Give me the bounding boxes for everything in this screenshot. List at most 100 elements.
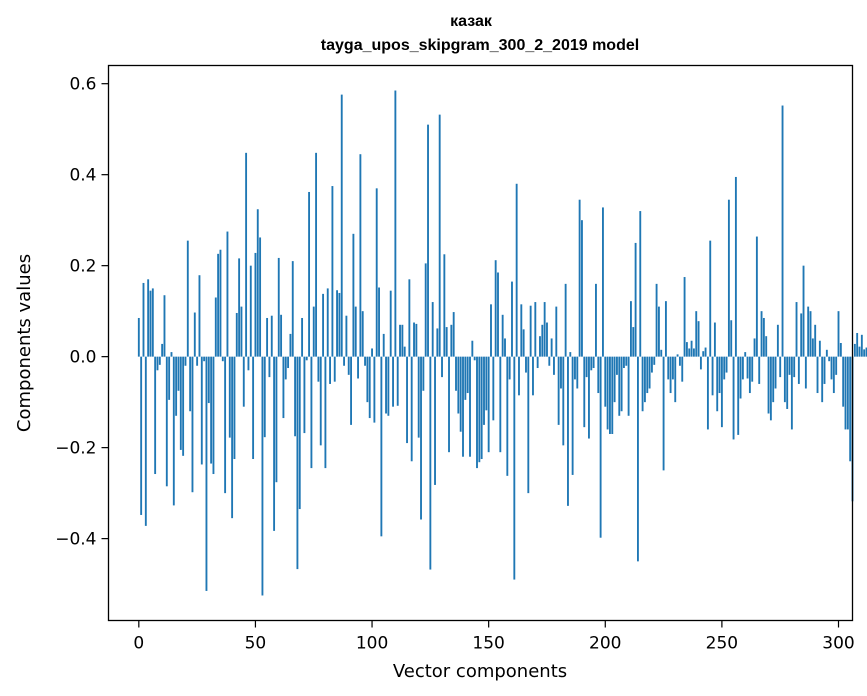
x-tick-label: 0 [133,634,144,654]
bar [315,152,318,357]
bar [144,356,147,526]
bar [417,356,420,438]
bar [790,356,793,430]
bar [268,356,271,378]
bar [774,356,777,389]
bar [727,199,730,357]
bar [147,279,150,357]
y-tick-label: 0.6 [69,75,96,95]
bar [562,356,565,446]
bar [476,356,478,469]
bar [511,281,513,357]
bar [671,356,674,380]
bar [576,356,579,389]
bar [667,356,670,380]
bar [231,356,234,519]
bar [797,356,800,384]
bar [741,356,744,380]
bar [282,356,285,419]
bar [620,356,623,412]
bar [210,356,213,464]
y-tick-label: −0.2 [55,439,96,459]
bar [541,324,544,357]
bar [235,312,238,357]
bar [212,356,215,475]
bar [485,356,488,411]
bar [259,237,262,357]
x-axis-ticks: 0 50 100 150 200 250 300 [133,620,855,654]
bar [422,356,425,391]
bar [713,322,716,357]
bar [564,283,567,357]
bar [865,347,867,357]
bar [755,236,758,357]
x-tick-label: 200 [589,634,621,654]
bar [618,356,621,416]
bar [179,356,182,450]
bar [643,356,646,403]
bar [539,336,541,357]
bar [508,356,511,380]
bar [205,356,208,591]
bar [627,356,630,416]
bar [795,302,798,357]
bar [669,356,672,394]
bar [361,311,364,357]
bar [853,343,856,357]
bar [275,356,278,483]
bar [452,312,455,357]
bar [329,356,331,384]
bar [804,356,807,389]
bar [399,324,401,357]
x-tick-label: 250 [706,634,738,654]
bar [324,356,327,469]
bar [648,356,651,389]
bar [550,338,553,357]
bar [781,105,784,357]
bar [331,186,334,357]
bar [427,124,429,357]
bar [177,356,180,391]
bar [746,356,749,379]
bar [678,356,681,366]
bar [296,356,299,570]
bar [168,356,171,400]
bar [501,314,504,357]
bar [557,356,560,425]
bar [154,356,157,475]
bar [305,356,308,361]
bar [289,333,292,357]
x-tick-label: 100 [356,634,388,654]
bar [359,154,362,357]
bar [560,356,562,389]
bar [646,356,649,394]
bar [429,356,432,570]
bar [165,356,168,487]
bar [256,209,259,357]
bar [681,356,684,382]
bar [415,323,418,357]
bar [604,356,607,407]
bar [616,356,618,375]
bar [630,301,632,357]
bar [699,356,702,370]
bar [487,356,490,453]
bar [548,356,551,366]
bar [581,220,583,357]
bar [606,356,609,430]
bar [685,342,688,357]
bar [459,356,462,432]
bar [184,356,187,366]
bar [457,356,460,414]
bar [291,261,294,357]
bar [662,356,665,471]
bar [574,356,576,380]
bar [588,356,590,439]
bar [711,356,714,396]
bar [578,199,581,357]
bar [737,356,740,435]
bar [660,349,663,357]
bar [839,343,842,357]
bar [221,356,224,362]
bar [189,356,192,412]
